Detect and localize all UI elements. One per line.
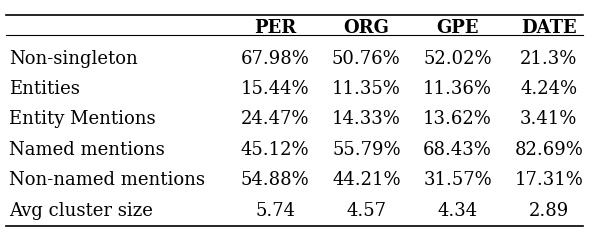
Text: DATE: DATE bbox=[521, 19, 577, 37]
Text: 82.69%: 82.69% bbox=[514, 141, 583, 159]
Text: 54.88%: 54.88% bbox=[241, 171, 310, 189]
Text: Named mentions: Named mentions bbox=[9, 141, 165, 159]
Text: 50.76%: 50.76% bbox=[332, 50, 401, 67]
Text: 11.36%: 11.36% bbox=[423, 80, 492, 98]
Text: 24.47%: 24.47% bbox=[241, 110, 310, 128]
Text: 52.02%: 52.02% bbox=[423, 50, 492, 67]
Text: 21.3%: 21.3% bbox=[520, 50, 577, 67]
Text: 68.43%: 68.43% bbox=[423, 141, 492, 159]
Text: 4.34: 4.34 bbox=[437, 202, 478, 219]
Text: 44.21%: 44.21% bbox=[332, 171, 401, 189]
Text: PER: PER bbox=[254, 19, 296, 37]
Text: 5.74: 5.74 bbox=[255, 202, 295, 219]
Text: Entity Mentions: Entity Mentions bbox=[9, 110, 156, 128]
Text: Non-singleton: Non-singleton bbox=[9, 50, 137, 67]
Text: ORG: ORG bbox=[343, 19, 390, 37]
Text: 15.44%: 15.44% bbox=[241, 80, 310, 98]
Text: 31.57%: 31.57% bbox=[423, 171, 492, 189]
Text: 17.31%: 17.31% bbox=[514, 171, 583, 189]
Text: 14.33%: 14.33% bbox=[332, 110, 401, 128]
Text: 2.89: 2.89 bbox=[529, 202, 569, 219]
Text: Entities: Entities bbox=[9, 80, 80, 98]
Text: 45.12%: 45.12% bbox=[241, 141, 310, 159]
Text: 11.35%: 11.35% bbox=[332, 80, 401, 98]
Text: 3.41%: 3.41% bbox=[520, 110, 577, 128]
Text: 55.79%: 55.79% bbox=[332, 141, 401, 159]
Text: 4.57: 4.57 bbox=[346, 202, 387, 219]
Text: 67.98%: 67.98% bbox=[241, 50, 310, 67]
Text: Non-named mentions: Non-named mentions bbox=[9, 171, 205, 189]
Text: 13.62%: 13.62% bbox=[423, 110, 492, 128]
Text: 4.24%: 4.24% bbox=[520, 80, 577, 98]
Text: Avg cluster size: Avg cluster size bbox=[9, 202, 153, 219]
Text: GPE: GPE bbox=[436, 19, 479, 37]
